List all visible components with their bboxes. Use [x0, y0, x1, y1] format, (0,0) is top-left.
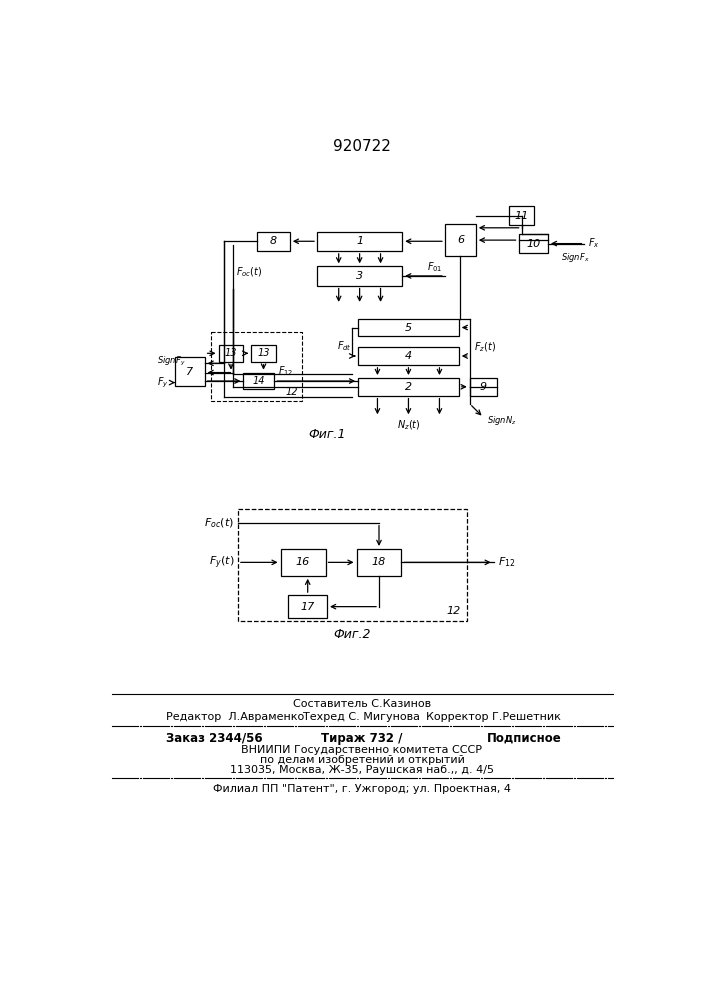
Text: 12: 12	[286, 387, 298, 397]
Text: 11: 11	[515, 211, 529, 221]
Text: 113035, Москва, Ж-35, Раушская наб.,, д. 4/5: 113035, Москва, Ж-35, Раушская наб.,, д.…	[230, 765, 494, 775]
Text: Составитель С.Казинов: Составитель С.Казинов	[293, 699, 431, 709]
Bar	[211, 332, 303, 401]
Text: 18: 18	[372, 557, 386, 567]
Text: 16: 16	[296, 557, 310, 567]
Bar	[358, 347, 459, 365]
Text: по делам изобретений и открытий: по делам изобретений и открытий	[259, 755, 464, 765]
Bar	[518, 234, 548, 253]
Bar	[218, 345, 243, 362]
Text: $Sign F_y$: $Sign F_y$	[156, 354, 185, 368]
Text: 3: 3	[356, 271, 363, 281]
Text: 14: 14	[252, 376, 265, 386]
Text: 1: 1	[356, 236, 363, 246]
Bar	[317, 232, 402, 251]
Text: $Sign F_x$: $Sign F_x$	[561, 251, 590, 264]
Bar	[356, 549, 402, 576]
Text: $F_y(t)$: $F_y(t)$	[209, 554, 234, 571]
Bar	[358, 378, 459, 396]
Text: 8: 8	[270, 236, 277, 246]
Text: Техред С. Мигунова: Техред С. Мигунова	[303, 712, 421, 722]
Text: $F_{12}$: $F_{12}$	[279, 364, 293, 378]
Text: 5: 5	[405, 323, 412, 333]
Text: $N_z(t)$: $N_z(t)$	[397, 418, 421, 432]
Text: Редактор  Л.Авраменко: Редактор Л.Авраменко	[166, 712, 304, 722]
Bar	[358, 319, 459, 336]
Bar	[243, 373, 274, 389]
Bar	[257, 232, 290, 251]
Text: Фиг.1: Фиг.1	[308, 428, 346, 441]
Text: Тираж 732 /: Тираж 732 /	[321, 732, 403, 745]
Text: 920722: 920722	[333, 139, 391, 154]
Text: $F_{oc}(t)$: $F_{oc}(t)$	[204, 516, 234, 530]
Bar	[238, 509, 467, 620]
Bar	[469, 378, 497, 396]
Text: Филиал ПП "Патент", г. Ужгород; ул. Проектная, 4: Филиал ПП "Патент", г. Ужгород; ул. Прое…	[213, 784, 511, 794]
Text: Фиг.2: Фиг.2	[334, 628, 371, 641]
Text: $Sign N_z$: $Sign N_z$	[486, 414, 516, 427]
Text: $F_{12}$: $F_{12}$	[498, 555, 515, 569]
Text: Корректор Г.Решетник: Корректор Г.Решетник	[426, 712, 561, 722]
Text: Подписное: Подписное	[486, 732, 561, 745]
Bar	[251, 345, 276, 362]
Text: 13: 13	[225, 348, 238, 358]
Text: 10: 10	[526, 239, 540, 249]
Text: $F_{oc}(t)$: $F_{oc}(t)$	[235, 266, 262, 279]
Text: 13: 13	[257, 348, 270, 358]
Text: $F_{01}$: $F_{01}$	[427, 260, 443, 274]
Text: Заказ 2344/56: Заказ 2344/56	[166, 732, 262, 745]
Text: 12: 12	[446, 606, 460, 616]
Text: 4: 4	[405, 351, 412, 361]
Text: 9: 9	[479, 382, 487, 392]
Bar	[288, 595, 327, 618]
Bar	[175, 357, 204, 386]
Text: 2: 2	[405, 382, 412, 392]
Bar	[281, 549, 325, 576]
Text: $F_{dt}$: $F_{dt}$	[337, 339, 352, 353]
Bar	[509, 206, 534, 225]
Text: $F_z(t)$: $F_z(t)$	[474, 340, 496, 354]
Text: 7: 7	[187, 367, 194, 377]
Text: $F_x$: $F_x$	[588, 236, 600, 250]
Text: ВНИИПИ Государственно комитета СССР: ВНИИПИ Государственно комитета СССР	[242, 745, 482, 755]
Text: $F_y$: $F_y$	[156, 375, 168, 390]
Bar	[445, 224, 476, 256]
Text: 6: 6	[457, 235, 464, 245]
Bar	[317, 266, 402, 286]
Text: 17: 17	[300, 602, 315, 612]
